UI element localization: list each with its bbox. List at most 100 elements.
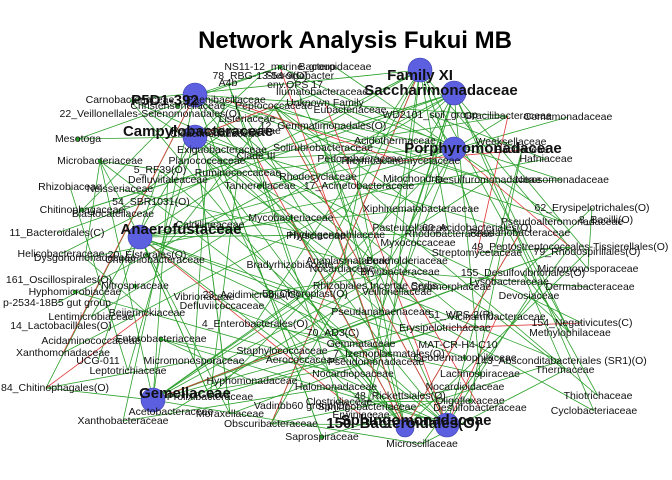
taxon-label: Carnobacteriaceae (86, 94, 175, 106)
taxon-label: Steroidobacter (266, 70, 335, 82)
taxon-label: Erysipelotrichaceae (399, 322, 491, 334)
network-edge (250, 271, 401, 296)
network-edge (254, 323, 362, 345)
network-edge (399, 271, 591, 288)
taxon-label: UCG-011 (76, 355, 120, 367)
taxon-label: 161_Oscillospirales(O) (6, 274, 112, 286)
network-edge (152, 260, 349, 401)
network-edge (60, 69, 421, 255)
minor-node (158, 336, 164, 342)
taxon-label: env.OPS 17 (267, 79, 323, 91)
taxon-label: Hafniaceae (519, 153, 572, 165)
taxon-label: Lachnospiraceae (440, 368, 520, 380)
network-edge (99, 160, 161, 171)
taxon-label: 155_Desulfovibrionales(O) (461, 267, 585, 279)
network-edge (129, 99, 406, 429)
minor-node (288, 215, 294, 221)
taxon-label: Pseudoalteromonadaceae (501, 216, 624, 228)
label-layer: NS11-12_marine_group78_RBG-13-54-9(O)Bac… (1, 61, 668, 450)
taxon-label: Hydrogenophilaceae (289, 229, 385, 241)
taxon-label: p-2534-18B5 gut group (3, 297, 111, 309)
network-edge (139, 158, 547, 238)
taxon-label: Neisseriaceae (87, 183, 154, 195)
network-edge (81, 94, 196, 211)
network-edge (476, 246, 571, 254)
taxon-label: Listeriaceae (219, 113, 276, 125)
taxon-label: Rhodobacteraceae (405, 228, 494, 240)
network-edge (160, 338, 253, 382)
network-edge (112, 130, 227, 215)
taxon-label: Desulfobacteraceae (433, 402, 527, 414)
hub-node (127, 224, 153, 250)
taxon-label: 53_Chloroplast(O) (262, 288, 348, 300)
network-edge (255, 155, 406, 429)
taxon-label: Paenibacillaceae (186, 94, 266, 106)
network-edge (99, 160, 141, 238)
taxon-label: 62_Erysipelotrichales(O) (535, 202, 650, 214)
taxon-label: Bacillaceae (495, 144, 549, 156)
network-edge (399, 271, 481, 409)
hub-node (441, 80, 467, 106)
network-edge (321, 360, 562, 438)
network-edge (152, 179, 169, 401)
node-layer (72, 57, 483, 440)
network-edge (227, 82, 257, 157)
taxon-label: Vibrionaceae (173, 291, 234, 303)
taxon-label: Myxococcaceae (380, 237, 455, 249)
taxon-label: Thermaceae (536, 364, 595, 376)
minor-node (319, 434, 325, 440)
network-edge (194, 136, 382, 313)
hub-node (140, 387, 166, 413)
taxon-label: MAT-CR-H4-C10 (418, 339, 497, 351)
minor-node (75, 136, 81, 142)
taxon-label: Dermabacteraceae (545, 281, 634, 293)
taxon-label: Nocardioidaceae (426, 381, 505, 393)
network-edge (62, 148, 455, 354)
network-edge (167, 172, 239, 181)
network-edge (522, 272, 571, 334)
taxon-label: Nitrosomonadaceae (515, 174, 609, 186)
network-edge (160, 338, 354, 375)
network-edge (273, 105, 319, 178)
network-edge (122, 386, 337, 422)
network-edge (421, 246, 571, 445)
network-edge (374, 148, 455, 287)
minor-node (386, 351, 392, 357)
network-edge (322, 125, 406, 429)
network-edge (237, 158, 361, 174)
taxon-label: Prolixibacteraceae (167, 391, 254, 403)
minor-node (277, 64, 283, 70)
network-edge (206, 160, 376, 287)
taxon-label: WD2101_soil_group (382, 109, 477, 121)
taxon-label: Cyclobacteriaceae (551, 405, 638, 417)
taxon-label: Desulfuromonadaceae (435, 174, 541, 186)
taxon-label: Nitrospiraceae (101, 280, 169, 292)
taxon-label: Cloacimonadaceae (170, 128, 260, 140)
taxon-label: Acidaminococcaceae (41, 335, 140, 347)
taxon-label: Methylophilaceae (529, 327, 611, 339)
taxon-label: Rhizobiaceae (38, 181, 102, 193)
taxon-label: 51_WPS-2(R) (428, 309, 493, 321)
taxon-label: Mesotoga (55, 133, 101, 145)
network-edge (522, 272, 562, 362)
taxon-label: Gracilibacteraceae (464, 110, 552, 122)
taxon-label: Hyphomicrobiaceae (29, 286, 122, 298)
network-edge (259, 148, 455, 187)
network-edge (152, 260, 408, 401)
network-edge (304, 293, 406, 429)
network-edge (294, 84, 396, 142)
taxon-label: Cryomorphaceae (411, 281, 492, 293)
network-edge (446, 149, 523, 426)
taxon-label: Erwiniaceae (332, 409, 389, 421)
network-edge (301, 359, 448, 426)
network-edge (453, 148, 563, 223)
taxon-label: Unknown Family (286, 97, 364, 109)
network-edge (396, 286, 452, 293)
network-edge (358, 185, 406, 429)
taxon-label: Weeksellaceae (475, 136, 546, 148)
taxon-label: Defluviitaleaceae (128, 174, 208, 186)
hub-node (395, 418, 415, 438)
network-edge (45, 312, 148, 389)
taxon-label: Chthoniobacteraceae (105, 254, 205, 266)
network-edge (139, 236, 390, 355)
